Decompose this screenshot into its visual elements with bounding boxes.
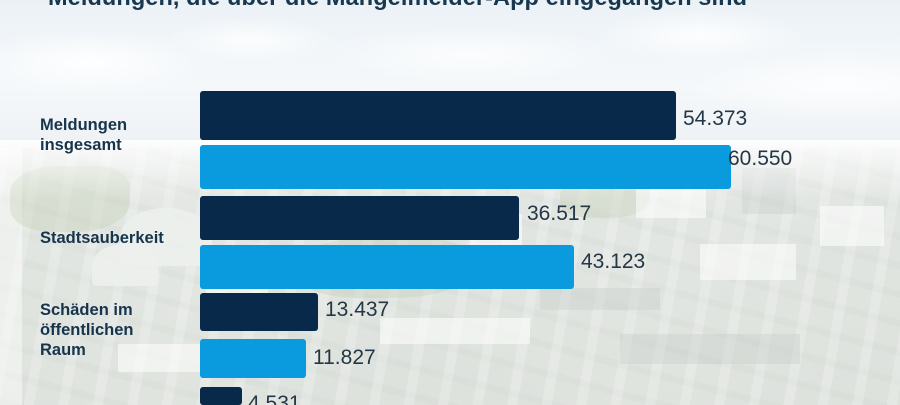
bar-schaeden-series-2[interactable]: [200, 339, 306, 378]
bar-next-category-series-1-cropped[interactable]: [200, 387, 242, 405]
background-building: [700, 244, 796, 280]
category-label-meldungen-insgesamt: Meldungen insgesamt: [40, 115, 200, 155]
bar-value-stadtsauberkeit-series-1: 36.517: [527, 202, 592, 225]
background-building: [540, 288, 660, 310]
category-label-line: Meldungen: [40, 116, 128, 134]
background-building: [820, 206, 884, 246]
bar-value-stadtsauberkeit-series-2: 43.123: [581, 250, 646, 273]
category-label-schaeden-oeffentlicher-raum: Schäden im öffentlichen Raum: [40, 300, 200, 360]
bar-value-schaeden-series-1: 13.437: [325, 298, 390, 321]
category-label-line: insgesamt: [40, 136, 122, 154]
background-building: [380, 318, 530, 344]
category-label-line: öffentlichen: [40, 321, 134, 339]
bar-schaeden-series-1[interactable]: [200, 293, 318, 331]
bar-stadtsauberkeit-series-1[interactable]: [200, 196, 519, 240]
bar-value-schaeden-series-2: 11.827: [313, 346, 376, 369]
bar-meldungen-insgesamt-series-2[interactable]: [200, 145, 731, 189]
category-label-line: Schäden im: [40, 301, 133, 319]
background-dome-building: [92, 244, 158, 286]
bar-value-meldungen-insgesamt-series-2: 60.550: [728, 147, 793, 170]
bar-stadtsauberkeit-series-2[interactable]: [200, 245, 574, 289]
bar-value-meldungen-insgesamt-series-1: 54.373: [683, 107, 748, 130]
bar-meldungen-insgesamt-series-1[interactable]: [200, 91, 676, 140]
category-label-stadtsauberkeit: Stadtsauberkeit: [40, 228, 200, 248]
category-label-line: Stadtsauberkeit: [40, 229, 164, 247]
background-building: [620, 334, 800, 364]
bar-value-next-category-series-1-cropped: 4.531: [248, 392, 301, 405]
page-title: Meldungen, die über die Mängelmelder-App…: [48, 0, 868, 11]
category-label-line: Raum: [40, 341, 86, 359]
